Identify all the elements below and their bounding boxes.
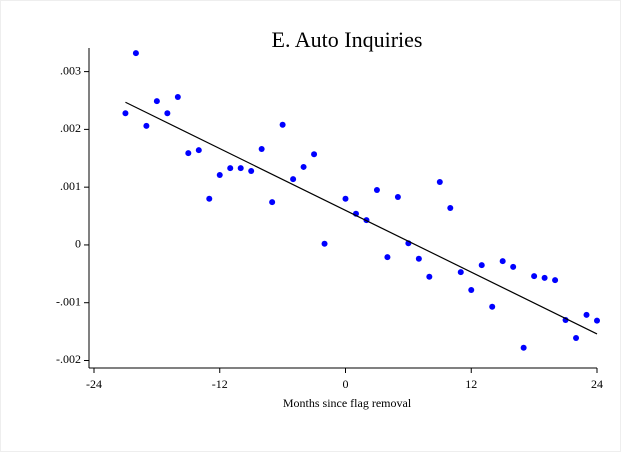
fit-line	[125, 101, 598, 335]
y-tick-label: 0	[75, 237, 81, 251]
point	[300, 163, 307, 170]
point	[447, 204, 454, 211]
point	[468, 287, 475, 294]
point	[206, 195, 213, 202]
x-tick-label: 0	[343, 377, 349, 391]
point	[185, 150, 192, 157]
point	[164, 110, 171, 117]
chart-title: E. Auto Inquiries	[272, 27, 423, 52]
point	[227, 165, 234, 172]
x-tick-label: 24	[591, 377, 603, 391]
point	[143, 122, 150, 129]
x-axis-label: Months since flag removal	[283, 396, 412, 410]
point	[373, 187, 380, 194]
point	[237, 165, 244, 172]
point	[541, 274, 548, 281]
x-tick-label: -12	[212, 377, 228, 391]
x-tick-label: -24	[86, 377, 102, 391]
y-tick-label: .002	[60, 121, 81, 135]
point	[457, 269, 464, 276]
y-tick-label: .001	[60, 179, 81, 193]
point	[342, 195, 349, 202]
point	[290, 176, 297, 183]
point	[552, 277, 559, 284]
point	[499, 258, 506, 265]
point	[174, 94, 181, 101]
point	[394, 193, 401, 200]
point	[520, 344, 527, 351]
point	[248, 167, 255, 174]
point	[583, 311, 590, 318]
point	[321, 240, 328, 247]
point	[489, 303, 496, 310]
point	[122, 110, 129, 117]
point	[415, 255, 422, 262]
point	[269, 199, 276, 206]
point	[132, 50, 139, 57]
point	[510, 263, 517, 270]
x-tick-label: 12	[465, 377, 477, 391]
point	[531, 273, 538, 280]
point	[216, 172, 223, 179]
y-tick-label: -.002	[56, 352, 81, 366]
point	[436, 178, 443, 185]
point	[426, 273, 433, 280]
point	[153, 98, 160, 105]
point	[594, 317, 600, 324]
point	[258, 146, 265, 153]
point	[573, 334, 580, 341]
y-tick-label: -.001	[56, 294, 81, 308]
point	[384, 254, 391, 261]
point	[478, 262, 485, 269]
point	[279, 121, 286, 128]
point	[311, 151, 318, 158]
point	[195, 147, 202, 154]
y-tick-label: .003	[60, 63, 81, 77]
